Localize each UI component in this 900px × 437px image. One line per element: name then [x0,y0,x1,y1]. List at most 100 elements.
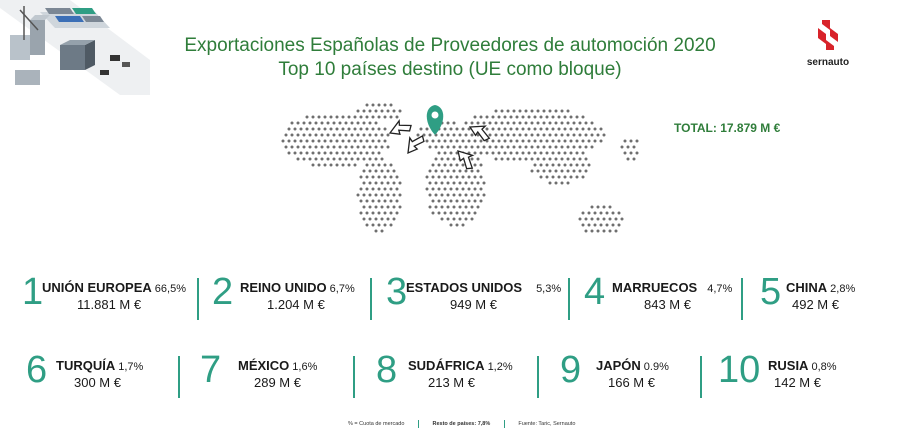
map-dot [320,145,324,149]
map-dot [539,127,543,131]
map-dot [431,211,435,215]
market-share: 0.9% [643,361,669,373]
map-dot [494,145,498,149]
map-dot [380,181,384,185]
market-share: 1,2% [487,361,513,373]
map-dot [329,163,333,167]
map-dot [623,139,627,143]
map-dot [281,139,285,143]
map-dot [440,181,444,185]
map-dot [458,133,462,137]
map-dot [509,139,513,143]
map-dot [377,175,381,179]
rank-number: 7 [200,349,222,391]
map-dot [365,187,369,191]
map-dot [494,121,498,125]
map-dot [557,139,561,143]
map-dot [548,169,552,173]
ranking-row-2: 6 TURQUÍA 1,7% 300 M € 7 MÉXICO 1,6% 289 M… [0,348,900,403]
map-dot [509,151,513,155]
map-dot [590,217,594,221]
map-dot [497,139,501,143]
map-dot [470,157,474,161]
map-dot [347,163,351,167]
map-dot [494,157,498,161]
map-dot [575,175,579,179]
market-share: 66,5% [154,283,186,295]
map-dot [395,175,399,179]
map-dot [383,199,387,203]
map-dot [473,175,477,179]
map-dot [557,151,561,155]
map-dot [449,151,453,155]
footer-rest: Resto de países: 7,8% [432,421,491,428]
map-dot [491,127,495,131]
map-dot [533,139,537,143]
map-dot [377,127,381,131]
map-dot [425,127,429,131]
map-dot [563,127,567,131]
map-dot [503,151,507,155]
map-dot [305,115,309,119]
map-dot [602,229,606,233]
map-dot [548,109,552,113]
map-dot [464,145,468,149]
country-name: RUSIA [768,358,809,373]
map-dot [428,181,432,185]
map-dot [392,181,396,185]
map-dot [512,121,516,125]
map-dot [521,127,525,131]
map-dot [521,115,525,119]
map-dot [572,145,576,149]
map-dot [560,109,564,113]
map-dot [386,109,390,113]
map-dot [614,217,618,221]
map-dot [602,217,606,221]
map-dot [323,127,327,131]
map-dot [431,175,435,179]
map-dot [584,169,588,173]
map-dot [296,157,300,161]
country-item: 7 MÉXICO 1,6% 289 M € [200,348,360,403]
map-dot [425,175,429,179]
map-dot [584,157,588,161]
map-dot [311,115,315,119]
map-dot [554,157,558,161]
map-dot [542,145,546,149]
map-dot [545,151,549,155]
map-dot [575,127,579,131]
map-dot [287,127,291,131]
map-dot [488,133,492,137]
map-dot [395,211,399,215]
map-dot [464,169,468,173]
map-dot [440,133,444,137]
map-dot [350,133,354,137]
map-dot [470,121,474,125]
map-dot [398,193,402,197]
map-dot [440,193,444,197]
map-dot [539,151,543,155]
map-dot [455,199,459,203]
map-dot [569,127,573,131]
map-dot [353,151,357,155]
map-dot [497,127,501,131]
map-dot [353,139,357,143]
map-dot [317,163,321,167]
map-dot [581,163,585,167]
map-dot [515,127,519,131]
map-dot [575,163,579,167]
map-dot [515,115,519,119]
map-dot [344,133,348,137]
map-dot [569,151,573,155]
map-dot [527,127,531,131]
map-dot [455,211,459,215]
map-dot [635,139,639,143]
total-label: TOTAL: 17.879 M € [674,121,781,135]
map-dot [341,127,345,131]
map-dot [449,211,453,215]
map-dot [461,127,465,131]
map-dot [581,139,585,143]
map-dot [542,157,546,161]
market-share: 4,7% [707,283,733,295]
map-dot [503,115,507,119]
